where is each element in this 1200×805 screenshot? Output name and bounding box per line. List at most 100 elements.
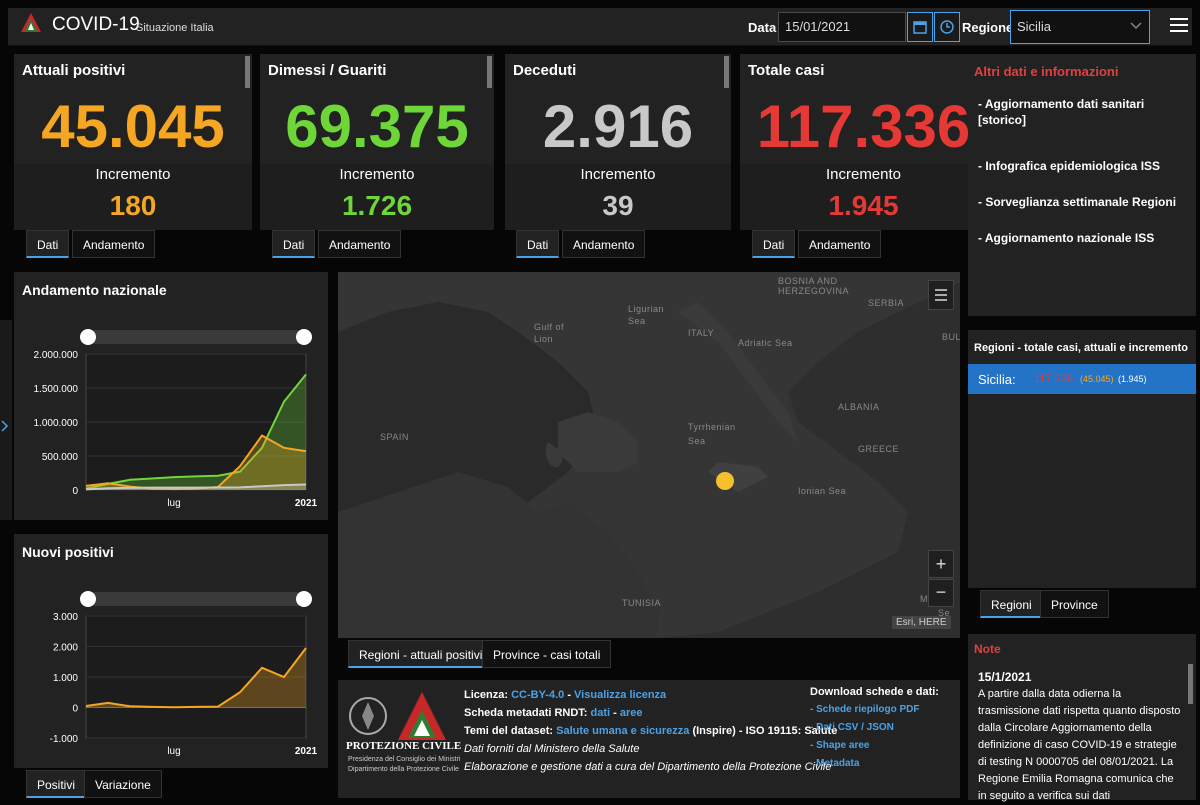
- info-link[interactable]: - Aggiornamento dati sanitari [storico]: [978, 97, 1145, 127]
- map-label: ALBANIA: [838, 402, 880, 412]
- x-tick-label: lug: [167, 746, 180, 757]
- y-tick-label: 2.000: [53, 643, 78, 654]
- y-tick-label: 500.000: [42, 452, 79, 463]
- date-label: Data: [748, 20, 777, 35]
- kpi-increment-label: Incremento: [339, 166, 415, 183]
- series-line: [85, 373, 307, 490]
- tab-dati[interactable]: Dati: [752, 230, 796, 258]
- map-label: Sea: [628, 316, 646, 326]
- y-tick-label: 1.500.000: [34, 384, 79, 395]
- tab-dati[interactable]: Dati: [516, 230, 560, 258]
- tab-dati[interactable]: Dati: [272, 230, 316, 258]
- map-label: Adriatic Sea: [738, 338, 793, 348]
- kpi-increment-area: [740, 164, 987, 230]
- protezione-civile-emblem-icon: [349, 692, 446, 740]
- time-slider-handle[interactable]: [296, 329, 312, 345]
- time-slider-handle[interactable]: [80, 591, 96, 607]
- tab-regioni[interactable]: Regioni: [980, 590, 1043, 618]
- download-title: Download schede e dati:: [810, 686, 939, 698]
- map-label: TUNISIA: [622, 598, 662, 608]
- map-view[interactable]: BOSNIA AND HERZEGOVINA SERBIA BUL Ligurian Se…: [338, 272, 960, 638]
- side-title: Altri dati e informazioni: [974, 64, 1119, 79]
- download-link[interactable]: - Shape aree: [810, 740, 870, 751]
- region-select[interactable]: Sicilia: [1010, 10, 1150, 44]
- kpi-title: Deceduti: [513, 62, 577, 79]
- info-link[interactable]: - Sorveglianza settimanale Regioni: [978, 195, 1177, 209]
- tab-positivi[interactable]: Positivi: [26, 770, 87, 798]
- tab-andamento[interactable]: Andamento: [72, 230, 156, 258]
- footer-panel: PROTEZIONE CIVILE Presidenza del Consigl…: [338, 680, 960, 798]
- chart-title: Nuovi positivi: [22, 544, 114, 560]
- region-row-sicilia[interactable]: Sicilia: 117.336 (45.045) (1.945): [968, 364, 1196, 394]
- y-tick-label: -1.000: [50, 734, 79, 745]
- y-tick-label: 1.000.000: [34, 418, 79, 429]
- x-tick-label: 2021: [295, 746, 318, 757]
- region-label: Regione: [962, 20, 1014, 35]
- tab-province-casi[interactable]: Province - casi totali: [482, 640, 612, 668]
- note-text: A partire dalla data odierna la trasmiss…: [978, 688, 1181, 802]
- kpi-scrollbar[interactable]: [487, 56, 492, 88]
- map-label: Ligurian: [628, 304, 665, 314]
- clock-icon[interactable]: [934, 12, 960, 42]
- notes-scrollbar[interactable]: [1188, 664, 1193, 704]
- x-tick-label: 2021: [295, 498, 318, 509]
- y-tick-label: 0: [72, 704, 78, 715]
- menu-icon[interactable]: [1170, 16, 1188, 34]
- note-date: 15/1/2021: [978, 670, 1032, 684]
- tab-andamento[interactable]: Andamento: [318, 230, 402, 258]
- download-link[interactable]: - Schede riepilogo PDF: [810, 704, 920, 715]
- zoom-in-button[interactable]: +: [928, 550, 954, 578]
- map-label: BUL: [942, 332, 960, 342]
- info-link[interactable]: - Aggiornamento nazionale ISS: [978, 231, 1155, 245]
- time-slider-handle[interactable]: [296, 591, 312, 607]
- org-sub1: Presidenza del Consiglio dei Ministri: [348, 756, 461, 763]
- map-label: Se: [938, 608, 951, 618]
- map-label: Sea: [688, 436, 706, 446]
- regions-panel: Regioni - totale casi, attuali e increme…: [968, 330, 1196, 588]
- tab-andamento[interactable]: Andamento: [798, 230, 882, 258]
- calendar-icon[interactable]: [907, 12, 933, 42]
- sicilia-marker[interactable]: [716, 472, 734, 490]
- tab-province[interactable]: Province: [1040, 590, 1109, 618]
- data-source-text: Dati forniti dal Ministero della Salute: [464, 743, 640, 755]
- map-attribution[interactable]: Esri, HERE: [892, 616, 951, 629]
- kpi-scrollbar[interactable]: [245, 56, 250, 88]
- org-name: PROTEZIONE CIVILE: [346, 740, 462, 752]
- map-label: BOSNIA AND: [778, 276, 838, 286]
- kpi-value: 45.045: [41, 93, 225, 160]
- kpi-increment-value: 39: [602, 190, 634, 221]
- kpi-title: Totale casi: [748, 62, 825, 79]
- y-tick-label: 1.000: [53, 673, 78, 684]
- tab-regioni-attuali[interactable]: Regioni - attuali positivi: [348, 640, 494, 668]
- metadata-line: Scheda metadati RNDT: dati - aree: [464, 707, 643, 719]
- kpi-card: Totale casi 117.336 Incremento 1.945: [740, 54, 987, 230]
- org-sub2: Dipartimento della Protezione Civile: [348, 766, 459, 773]
- tab-andamento[interactable]: Andamento: [562, 230, 646, 258]
- tab-dati[interactable]: Dati: [26, 230, 70, 258]
- notes-panel: Note 15/1/2021 A partire dalla data odie…: [968, 634, 1196, 802]
- kpi-increment-value: 1.945: [828, 190, 899, 221]
- kpi-scrollbar[interactable]: [724, 56, 729, 88]
- time-slider-handle[interactable]: [80, 329, 96, 345]
- download-link[interactable]: - Metadata: [810, 758, 860, 769]
- zoom-out-button[interactable]: −: [928, 579, 954, 607]
- kpi-increment-value: 1.726: [341, 190, 413, 221]
- kpi-card: Attuali positivi 45.045 Incremento 180: [14, 54, 252, 230]
- chart-title: Andamento nazionale: [22, 282, 167, 298]
- date-input[interactable]: 15/01/2021: [778, 12, 906, 42]
- kpi-increment-label: Incremento: [825, 166, 902, 183]
- themes-line: Temi del dataset: Salute umana e sicurez…: [464, 725, 838, 737]
- map-canvas: [338, 272, 960, 638]
- map-label: Tyrrhenian: [688, 422, 736, 432]
- series-line: [85, 483, 307, 491]
- app-header: [8, 8, 1192, 46]
- kpi-card: Deceduti 2.916 Incremento 39: [505, 54, 731, 230]
- sidebar-toggle[interactable]: [0, 320, 12, 520]
- legend-button[interactable]: [928, 280, 954, 310]
- tab-variazione[interactable]: Variazione: [84, 770, 162, 798]
- kpi-title: Attuali positivi: [22, 62, 126, 79]
- info-link[interactable]: - Infografica epidemiologica ISS: [978, 159, 1161, 173]
- download-link[interactable]: - Dati CSV / JSON: [810, 722, 894, 733]
- chevron-right-icon[interactable]: [1, 420, 9, 432]
- map-label: SERBIA: [868, 298, 905, 308]
